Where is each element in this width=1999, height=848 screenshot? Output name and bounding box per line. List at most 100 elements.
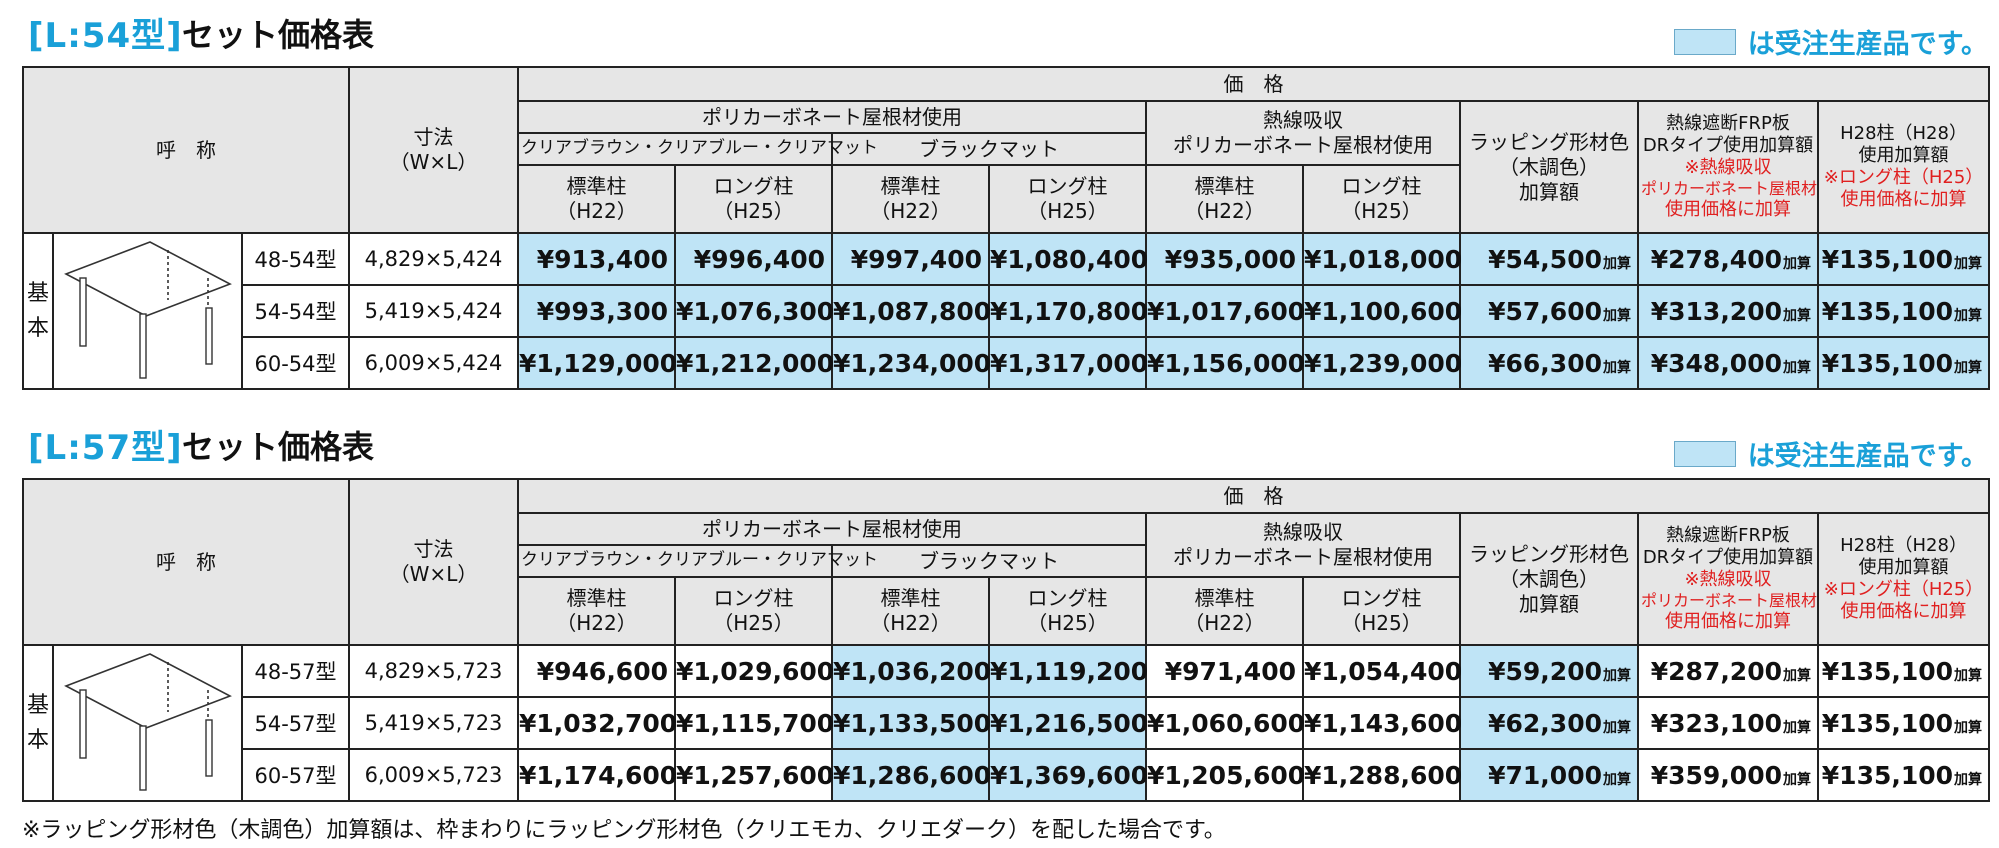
kihon-label: 基本 xyxy=(22,644,54,802)
header-black-matte: ブラックマット xyxy=(831,544,1147,578)
price-std: ¥913,400 xyxy=(517,232,676,286)
price-frp: ¥287,200加算 xyxy=(1637,644,1819,698)
price-black-std: ¥1,234,000 xyxy=(831,336,991,390)
price-heat-long: ¥1,100,600 xyxy=(1302,284,1462,338)
carport-illustration xyxy=(52,232,243,390)
header-std-post: 標準柱 （H22） xyxy=(831,164,990,234)
header-price: 価 格 xyxy=(516,478,1991,514)
price-h28: ¥135,100加算 xyxy=(1816,232,1991,286)
price-frp: ¥278,400加算 xyxy=(1637,232,1819,286)
table-row: 基本 48-54型 4,829×5,424 ¥913,400 ¥996,400 … xyxy=(22,232,1991,390)
price-table-l57: 呼 称 寸法 （W×L） 価 格 ポリカーボネート屋根材使用 熱線吸収 ポリカーボネ… xyxy=(22,478,1991,802)
price-wrapping: ¥54,500加算 xyxy=(1459,232,1639,286)
price-long: ¥1,212,000 xyxy=(674,336,834,390)
price-heat-std: ¥1,060,600 xyxy=(1145,696,1305,750)
header-size: 寸法 （W×L） xyxy=(348,478,519,646)
price-long: ¥1,029,600 xyxy=(674,644,834,698)
row-name: 48-57型 xyxy=(241,644,350,698)
price-table-l54: 呼 称 寸法 （W×L） 価 格 ポリカーボネート屋根材使用 熱線吸収 ポリカーボネ… xyxy=(22,66,1991,390)
header-long-post: ロング柱 （H25） xyxy=(674,164,833,234)
price-frp: ¥323,100加算 xyxy=(1637,696,1819,750)
price-frp: ¥359,000加算 xyxy=(1637,748,1819,802)
price-std: ¥1,129,000 xyxy=(517,336,677,390)
header-std-post: 標準柱 （H22） xyxy=(517,576,676,646)
price-h28: ¥135,100加算 xyxy=(1816,696,1991,750)
price-black-long: ¥1,119,200 xyxy=(988,644,1148,698)
price-wrapping: ¥66,300加算 xyxy=(1459,336,1639,390)
price-heat-std: ¥1,017,600 xyxy=(1145,284,1305,338)
header-long-post: ロング柱 （H25） xyxy=(1302,164,1461,234)
header-frp: 熱線遮断FRP板 DRタイプ使用加算額 ※熱線吸収 ポリカーボネート屋根材 使用価格に… xyxy=(1637,100,1819,234)
row-name: 54-54型 xyxy=(241,284,350,338)
section-title-row: [L:54型] セット価格表 は受注生産品です。 xyxy=(22,8,1988,66)
header-black-matte: ブラックマット xyxy=(831,132,1147,166)
price-long: ¥1,257,600 xyxy=(674,748,834,802)
row-name: 60-57型 xyxy=(241,748,350,802)
price-wrapping: ¥71,000加算 xyxy=(1459,748,1639,802)
header-long-post: ロング柱 （H25） xyxy=(988,576,1147,646)
header-price: 価 格 xyxy=(516,66,1991,102)
price-h28: ¥135,100加算 xyxy=(1816,644,1991,698)
header-long-post: ロング柱 （H25） xyxy=(674,576,833,646)
row-size: 4,829×5,723 xyxy=(348,644,519,698)
header-yobi: 呼 称 xyxy=(22,66,350,234)
row-name: 48-54型 xyxy=(241,232,350,286)
price-heat-long: ¥1,143,600 xyxy=(1302,696,1462,750)
price-heat-std: ¥1,205,600 xyxy=(1145,748,1305,802)
price-black-std: ¥1,286,600 xyxy=(831,748,991,802)
header-wrapping: ラッピング形材色 （木調色） 加算額 xyxy=(1459,100,1639,234)
price-black-long: ¥1,170,800 xyxy=(988,284,1148,338)
price-wrapping: ¥62,300加算 xyxy=(1459,696,1639,750)
table-row: 60-57型 6,009×5,723 ¥1,174,600 ¥1,257,600… xyxy=(23,748,1991,802)
price-black-long: ¥1,369,600 xyxy=(988,748,1148,802)
price-black-long: ¥1,080,400 xyxy=(988,232,1148,286)
legend-swatch xyxy=(1673,440,1736,467)
model-label: [L:57型] xyxy=(28,428,183,468)
price-wrapping: ¥59,200加算 xyxy=(1459,644,1639,698)
price-heat-std: ¥1,156,000 xyxy=(1145,336,1305,390)
legend: は受注生産品です。 xyxy=(1673,22,1988,61)
row-size: 5,419×5,723 xyxy=(348,696,519,750)
header-h28: H28柱（H28） 使用加算額 ※ロング柱（H25） 使用価格に加算 xyxy=(1816,100,1991,234)
header-frp: 熱線遮断FRP板 DRタイプ使用加算額 ※熱線吸収 ポリカーボネート屋根材 使用価格に… xyxy=(1637,512,1819,646)
header-size: 寸法 （W×L） xyxy=(348,66,519,234)
header-clear-colors: クリアブラウン・クリアブルー・クリアマット xyxy=(517,544,878,578)
section-title: セット価格表 xyxy=(182,428,375,466)
price-heat-long: ¥1,054,400 xyxy=(1302,644,1462,698)
carport-icon xyxy=(63,653,232,791)
header-polycarbonate: ポリカーボネート屋根材使用 xyxy=(517,512,1147,546)
price-std: ¥993,300 xyxy=(517,284,676,338)
section-title: セット価格表 xyxy=(182,16,375,54)
row-size: 6,009×5,424 xyxy=(348,336,519,390)
price-h28: ¥135,100加算 xyxy=(1816,336,1991,390)
price-black-std: ¥997,400 xyxy=(831,232,990,286)
table-row: 基本 48-57型 4,829×5,723 ¥946,600 ¥1,029,60… xyxy=(22,644,1991,802)
row-name: 54-57型 xyxy=(241,696,350,750)
model-label: [L:54型] xyxy=(28,16,183,56)
header-heat-absorb: 熱線吸収 ポリカーボネート屋根材使用 xyxy=(1145,100,1461,166)
header-std-post: 標準柱 （H22） xyxy=(831,576,990,646)
price-std: ¥1,032,700 xyxy=(517,696,677,750)
kihon-label: 基本 xyxy=(22,232,54,390)
price-h28: ¥135,100加算 xyxy=(1816,284,1991,338)
row-size: 5,419×5,424 xyxy=(348,284,519,338)
price-std: ¥946,600 xyxy=(517,644,676,698)
price-long: ¥1,076,300 xyxy=(674,284,834,338)
price-heat-long: ¥1,239,000 xyxy=(1302,336,1462,390)
price-h28: ¥135,100加算 xyxy=(1816,748,1991,802)
price-frp: ¥313,200加算 xyxy=(1637,284,1819,338)
price-section-l57: [L:57型] セット価格表 は受注生産品です。 呼 称 寸法 （W×L） 価 格… xyxy=(22,420,1991,802)
header-h28: H28柱（H28） 使用加算額 ※ロング柱（H25） 使用価格に加算 xyxy=(1816,512,1991,646)
header-std-post: 標準柱 （H22） xyxy=(1145,164,1304,234)
footnote: ※ラッピング形材色（木調色）加算額は、枠まわりにラッピング形材色（クリエモカ、ク… xyxy=(22,818,1226,843)
header-long-post: ロング柱 （H25） xyxy=(988,164,1147,234)
price-black-long: ¥1,317,000 xyxy=(988,336,1148,390)
price-std: ¥1,174,600 xyxy=(517,748,677,802)
row-size: 4,829×5,424 xyxy=(348,232,519,286)
price-heat-long: ¥1,288,600 xyxy=(1302,748,1462,802)
row-size: 6,009×5,723 xyxy=(348,748,519,802)
header-wrapping: ラッピング形材色 （木調色） 加算額 xyxy=(1459,512,1639,646)
price-black-std: ¥1,087,800 xyxy=(831,284,991,338)
carport-icon xyxy=(63,241,232,379)
legend: は受注生産品です。 xyxy=(1673,434,1988,473)
